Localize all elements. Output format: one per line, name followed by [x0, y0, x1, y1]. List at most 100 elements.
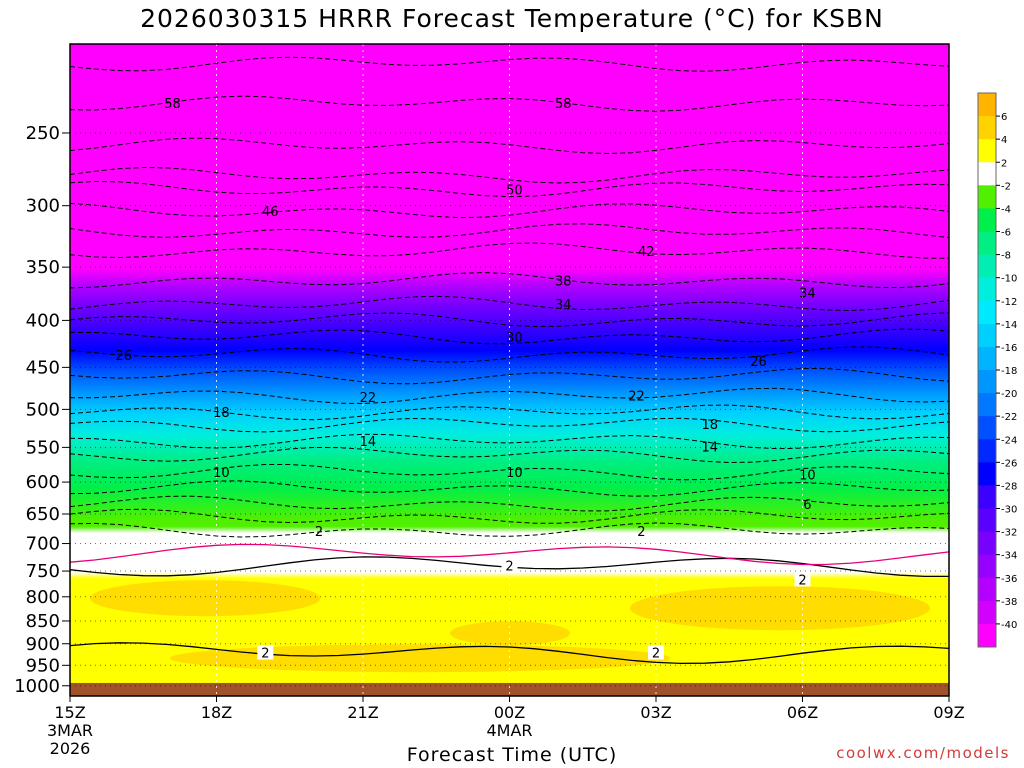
colorbar-swatch	[978, 231, 996, 256]
colorbar-swatch	[978, 254, 996, 279]
colorbar-label: -12	[1001, 297, 1017, 308]
colorbar-label: 2	[1001, 158, 1007, 169]
credit-text: coolwx.com/models	[836, 744, 1010, 762]
contour-label: 2	[637, 525, 645, 540]
colorbar-swatch	[978, 300, 996, 325]
contour-label: 34	[555, 298, 572, 313]
colorbar-label: -40	[1001, 620, 1017, 631]
contour-label: 26	[750, 355, 767, 370]
colorbar-swatch	[978, 277, 996, 302]
colorbar-swatch	[978, 93, 996, 117]
isotherm-contour	[69, 404, 950, 421]
colorbar-label: -18	[1001, 366, 1017, 377]
contour-label: 58	[164, 97, 181, 112]
colorbar-label: -20	[1001, 389, 1017, 400]
x-tick-label: 15Z	[54, 703, 85, 722]
colorbar-label: 6	[1001, 112, 1007, 123]
isotherm-contour	[69, 464, 950, 481]
isotherm-contour	[69, 508, 950, 524]
colorbar: 6 4 2 -2 -4 -6 -8 -10 -12 -14 -16 -18 -20 -22 -24 -26 -2…	[977, 92, 1017, 648]
x-tick-label: 06Z	[787, 703, 818, 722]
y-tick-label: 1000	[14, 676, 60, 697]
ground-layer	[70, 682, 949, 696]
contour-label: 2	[315, 525, 323, 540]
isotherm-contour	[69, 295, 950, 312]
solid-contour	[69, 543, 950, 566]
contour-label: 2	[798, 573, 806, 588]
colorbar-label: -22	[1001, 412, 1017, 423]
contour-label: 26	[115, 349, 132, 364]
isotherm-contour	[69, 446, 950, 464]
isotherm-contour	[69, 137, 950, 155]
colorbar-label: -26	[1001, 458, 1017, 469]
colorbar-swatch	[978, 600, 996, 625]
contour-label: 34	[799, 287, 816, 302]
x-tick-year: 2026	[50, 739, 91, 758]
colorbar-swatch	[978, 208, 996, 232]
ground-rect	[70, 682, 949, 696]
y-tick-label: 250	[26, 123, 60, 144]
colorbar-label: 4	[1001, 135, 1007, 146]
colorbar-swatch	[978, 393, 996, 417]
contour-label: 18	[213, 406, 230, 421]
contour-label-bg	[257, 645, 274, 660]
isotherm-contour	[69, 312, 950, 328]
contour-label-bg	[501, 558, 518, 573]
y-tick-label: 950	[26, 655, 60, 676]
y-tick-label: 600	[26, 472, 60, 493]
y-axis: 2503003504004505005506006507007508008509…	[14, 123, 70, 697]
colorbar-label: -2	[1001, 181, 1011, 192]
y-tick-label: 500	[26, 399, 60, 420]
solid-contour	[69, 642, 950, 665]
colorbar-label: -10	[1001, 274, 1017, 285]
colorbar-swatch	[978, 185, 996, 209]
colorbar-swatch	[978, 554, 996, 579]
contour-label: 6	[803, 498, 811, 513]
isotherm-contour	[69, 495, 950, 512]
contour-label: 10	[799, 469, 816, 484]
isotherm-contour	[69, 367, 950, 385]
x-tick-date: 4MAR	[486, 721, 532, 740]
colorbar-label: -4	[1001, 204, 1011, 215]
colorbar-swatch	[978, 346, 996, 371]
colorbar-swatch	[978, 116, 996, 140]
isotherm-contour	[69, 522, 950, 538]
y-tick-label: 300	[26, 196, 60, 217]
contour-label: 14	[360, 435, 377, 450]
x-tick-label: 18Z	[201, 703, 232, 722]
warm-patch	[170, 644, 670, 673]
contour-label: 2	[505, 560, 513, 575]
x-tick-label: 09Z	[933, 703, 964, 722]
isotherm-contour	[69, 223, 950, 238]
contour-label: 2	[261, 647, 269, 662]
contour-label: 50	[506, 183, 523, 198]
colorbar-swatch	[978, 508, 996, 533]
colorbar-label: -16	[1001, 343, 1017, 354]
colorbar-label: -28	[1001, 481, 1017, 492]
colorbar-label: -6	[1001, 228, 1011, 239]
x-tick-label: 00Z	[494, 703, 525, 722]
colorbar-swatch	[978, 577, 996, 602]
y-tick-label: 350	[26, 257, 60, 278]
isotherm-contour	[69, 346, 950, 363]
isotherm-contour	[69, 95, 950, 112]
y-tick-label: 900	[26, 634, 60, 655]
contour-label-bg	[648, 645, 664, 660]
isotherm-contour	[69, 202, 950, 219]
colorbar-label: -8	[1001, 251, 1011, 262]
y-tick-label: 550	[26, 437, 60, 458]
y-tick-label: 650	[26, 504, 60, 525]
colorbar-label: -32	[1001, 528, 1017, 539]
isotherm-contour	[69, 56, 950, 72]
contour-label: 14	[701, 441, 718, 456]
colorbar-swatch	[978, 462, 996, 486]
contour-label: 22	[628, 390, 645, 405]
colorbar-swatch	[978, 623, 996, 648]
isotherm-contour	[69, 242, 950, 259]
y-tick-label: 700	[26, 534, 60, 555]
isotherm-contour	[69, 166, 950, 184]
warm-patch	[90, 580, 320, 617]
